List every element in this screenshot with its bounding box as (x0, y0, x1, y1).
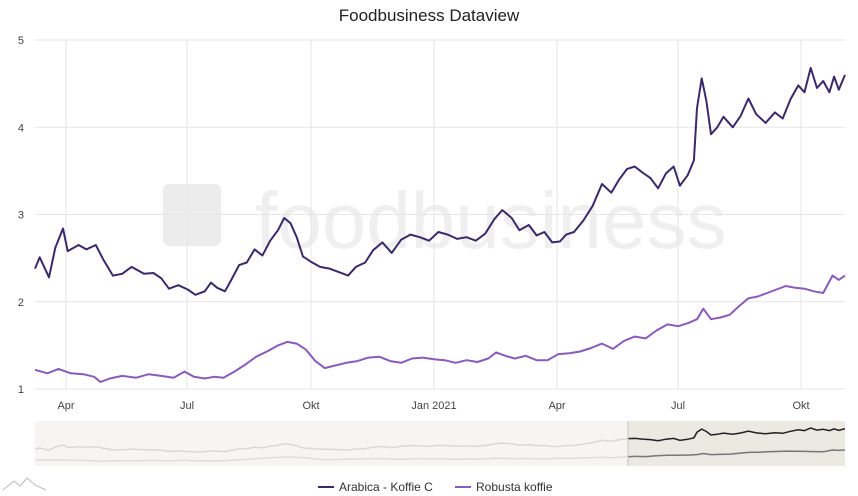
chart-title: Foodbusiness Dataview (339, 6, 520, 25)
watermark-text: foodbusiness (255, 176, 726, 265)
y-tick-label: 4 (18, 122, 24, 134)
y-tick-label: 1 (18, 384, 24, 396)
x-tick-label: Jul (671, 400, 685, 412)
mini-chart-icon (2, 477, 47, 491)
navigator-series-selected (628, 427, 845, 442)
watermark-logo: foodbusiness (163, 176, 726, 265)
series-line (34, 274, 846, 383)
legend: Arabica - Koffie C Robusta koffie (318, 480, 553, 494)
x-tick-label: Apr (548, 400, 565, 412)
x-tick-label: Okt (792, 400, 809, 412)
plot-area (34, 66, 846, 383)
legend-label: Arabica - Koffie C (339, 480, 433, 494)
navigator-series-selected (628, 449, 845, 458)
y-tick-label: 2 (18, 297, 24, 309)
navigator-selected-range[interactable] (628, 421, 845, 466)
y-tick-label: 5 (18, 35, 24, 47)
gridlines (35, 39, 845, 390)
x-tick-label: Jul (180, 400, 194, 412)
x-tick-label: Okt (302, 400, 319, 412)
navigator[interactable] (34, 421, 846, 466)
x-tick-label: Apr (57, 400, 74, 412)
x-axis: Apr Jul Okt Jan 2021 Apr Jul Okt (57, 400, 809, 412)
x-tick-label: Jan 2021 (411, 400, 456, 412)
y-axis: 1 2 3 4 5 (18, 35, 24, 396)
y-tick-label: 3 (18, 210, 24, 222)
legend-label: Robusta koffie (476, 480, 553, 494)
series-line (34, 66, 846, 296)
